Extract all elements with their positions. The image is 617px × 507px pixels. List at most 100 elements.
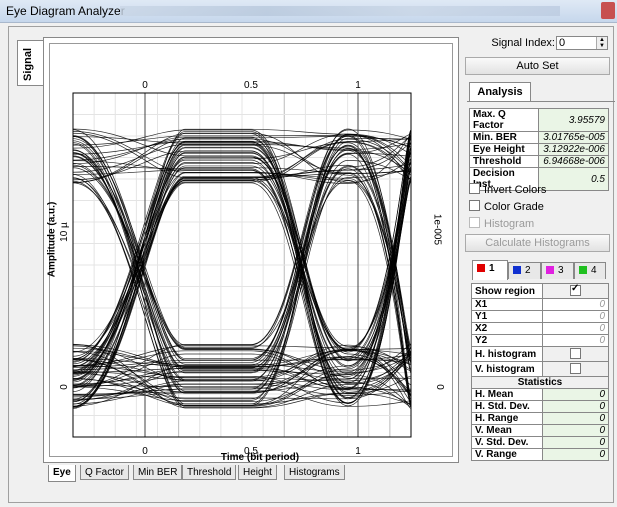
tab-threshold[interactable]: Threshold bbox=[182, 465, 236, 480]
h-histogram-checkbox[interactable] bbox=[570, 348, 581, 359]
eye-diagram-plot[interactable]: 0 0.5 1 0 0.5 1 10 µ 0 0 bbox=[50, 44, 452, 456]
histogram-label: Histogram bbox=[484, 218, 534, 230]
show-region-key: Show region bbox=[472, 284, 543, 299]
h-mean-value: 0 bbox=[543, 389, 609, 401]
threshold-key: Threshold bbox=[470, 156, 539, 168]
cursor-tab-1[interactable]: 1 bbox=[472, 260, 508, 280]
signal-index-label: Signal Index: bbox=[491, 37, 555, 49]
tab-height[interactable]: Height bbox=[238, 465, 277, 480]
table-row: V. Range 0 bbox=[472, 449, 609, 461]
signal-index-value: 0 bbox=[559, 37, 565, 49]
auto-set-button[interactable]: Auto Set bbox=[465, 57, 610, 75]
tab-min-ber[interactable]: Min BER bbox=[133, 465, 182, 480]
table-row: Y1 0 bbox=[472, 311, 609, 323]
cursor-tab-4[interactable]: 4 bbox=[574, 262, 606, 279]
table-row: Eye Height 3.12922e-006 bbox=[470, 144, 609, 156]
cursor-tab-1-label: 1 bbox=[489, 263, 495, 274]
invert-colors-checkbox[interactable]: Invert Colors bbox=[469, 183, 546, 196]
h-std-dev-value: 0 bbox=[543, 401, 609, 413]
max-q-factor-key: Max. Q Factor bbox=[470, 109, 539, 132]
y2-value[interactable]: 0 bbox=[543, 335, 609, 347]
table-row: X1 0 bbox=[472, 299, 609, 311]
v-std-dev-key: V. Std. Dev. bbox=[472, 437, 543, 449]
checkbox-icon bbox=[469, 183, 480, 194]
x-tick-top-2: 1 bbox=[355, 80, 361, 91]
signal-index-spinner[interactable]: 0 ▲ ▼ bbox=[556, 36, 608, 50]
table-row: H. histogram bbox=[472, 347, 609, 362]
checkbox-icon bbox=[469, 200, 480, 211]
red-swatch-icon bbox=[477, 264, 485, 272]
y1-value[interactable]: 0 bbox=[543, 311, 609, 323]
show-region-checkbox[interactable] bbox=[570, 285, 581, 296]
y-axis-label: Amplitude (a.u.) bbox=[47, 180, 58, 300]
histogram-checkbox[interactable]: Histogram bbox=[469, 217, 534, 230]
threshold-value: 6.94668e-006 bbox=[539, 156, 609, 168]
table-row: V. histogram bbox=[472, 362, 609, 377]
table-row: H. Range 0 bbox=[472, 413, 609, 425]
h-mean-key: H. Mean bbox=[472, 389, 543, 401]
table-row: H. Std. Dev. 0 bbox=[472, 401, 609, 413]
h-range-value: 0 bbox=[543, 413, 609, 425]
color-grade-label: Color Grade bbox=[484, 201, 544, 213]
v-range-value: 0 bbox=[543, 449, 609, 461]
v-mean-value: 0 bbox=[543, 425, 609, 437]
tab-eye[interactable]: Eye bbox=[48, 465, 76, 482]
h-std-dev-key: H. Std. Dev. bbox=[472, 401, 543, 413]
eye-height-value: 3.12922e-006 bbox=[539, 144, 609, 156]
x-tick-top-1: 0.5 bbox=[244, 80, 258, 91]
y1-key: Y1 bbox=[472, 311, 543, 323]
table-row: H. Mean 0 bbox=[472, 389, 609, 401]
h-range-key: H. Range bbox=[472, 413, 543, 425]
cursor-tab-4-label: 4 bbox=[591, 265, 597, 276]
v-histogram-cell[interactable] bbox=[543, 362, 609, 377]
color-grade-checkbox[interactable]: Color Grade bbox=[469, 200, 544, 213]
y-tick-left-0: 0 bbox=[59, 384, 70, 390]
blue-swatch-icon bbox=[513, 266, 521, 274]
table-row: X2 0 bbox=[472, 323, 609, 335]
statistics-header: Statistics bbox=[472, 377, 609, 389]
table-row: Min. BER 3.01765e-005 bbox=[470, 132, 609, 144]
calculate-histograms-button[interactable]: Calculate Histograms bbox=[465, 234, 610, 252]
cursor-tab-3[interactable]: 3 bbox=[541, 262, 574, 279]
table-row: Show region bbox=[472, 284, 609, 299]
x-tick-bottom-0: 0 bbox=[142, 446, 148, 456]
x2-value[interactable]: 0 bbox=[543, 323, 609, 335]
checkbox-icon bbox=[469, 217, 480, 228]
show-region-cell[interactable] bbox=[543, 284, 609, 299]
v-std-dev-value: 0 bbox=[543, 437, 609, 449]
y-tick-right-0: 0 bbox=[434, 384, 445, 390]
region-table: Show region X10 Y10 X20 Y20 H. histogram… bbox=[471, 283, 609, 461]
tab-signal-label: Signal bbox=[22, 48, 34, 81]
min-ber-value: 3.01765e-005 bbox=[539, 132, 609, 144]
cursor-tab-3-label: 3 bbox=[558, 265, 564, 276]
analysis-table: Max. Q Factor 3.95579 Min. BER 3.01765e-00… bbox=[469, 108, 609, 191]
x-axis-label: Time (bit period) bbox=[190, 452, 330, 463]
y-tick-left-10u: 10 µ bbox=[59, 222, 70, 242]
titlebar-toolbar bbox=[120, 6, 560, 16]
min-ber-key: Min. BER bbox=[470, 132, 539, 144]
tab-signal[interactable]: Signal bbox=[17, 40, 43, 86]
x1-value[interactable]: 0 bbox=[543, 299, 609, 311]
v-histogram-key: V. histogram bbox=[472, 362, 543, 377]
eye-height-key: Eye Height bbox=[470, 144, 539, 156]
invert-colors-label: Invert Colors bbox=[484, 184, 546, 196]
x2-key: X2 bbox=[472, 323, 543, 335]
h-histogram-cell[interactable] bbox=[543, 347, 609, 362]
tab-histograms[interactable]: Histograms bbox=[284, 465, 345, 480]
x-tick-bottom-2: 1 bbox=[355, 446, 361, 456]
cursor-tab-2-label: 2 bbox=[525, 265, 531, 276]
eye-diagram-panel[interactable]: 0 0.5 1 0 0.5 1 10 µ 0 0 bbox=[49, 43, 453, 457]
tab-analysis[interactable]: Analysis bbox=[469, 82, 531, 102]
v-histogram-checkbox[interactable] bbox=[570, 363, 581, 374]
spinner-arrows-icon[interactable]: ▲ ▼ bbox=[596, 37, 607, 49]
cursor-tab-2[interactable]: 2 bbox=[508, 262, 541, 279]
table-row: Max. Q Factor 3.95579 bbox=[470, 109, 609, 132]
close-icon[interactable] bbox=[601, 2, 615, 19]
tab-q-factor[interactable]: Q Factor bbox=[80, 465, 129, 480]
right-axis-unit: 1e-005 bbox=[432, 205, 443, 255]
table-row: Statistics bbox=[472, 377, 609, 389]
decision-inst-value: 0.5 bbox=[539, 168, 609, 191]
table-row: V. Std. Dev. 0 bbox=[472, 437, 609, 449]
x-tick-top-0: 0 bbox=[142, 80, 148, 91]
magenta-swatch-icon bbox=[546, 266, 554, 274]
